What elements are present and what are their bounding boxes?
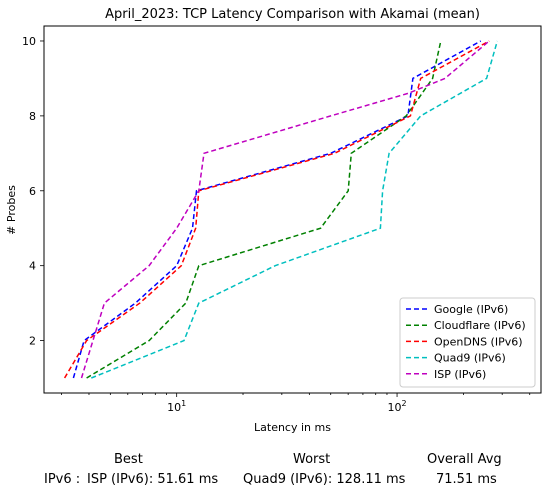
y-tick-label: 6: [29, 185, 36, 198]
y-tick-label: 10: [22, 35, 36, 48]
series-line-4: [80, 40, 490, 379]
plot-frame: [43, 25, 542, 394]
summary-best-value: ISP (IPv6): 51.61 ms: [87, 472, 219, 487]
legend-box: [399, 297, 536, 388]
legend-label-1: Cloudflare (IPv6): [434, 319, 526, 332]
summary-avg-header: Overall Avg: [427, 452, 502, 467]
series-layer: [63, 40, 499, 379]
series-line-3: [91, 40, 499, 379]
y-tick-label: 2: [29, 335, 36, 348]
summary-worst-header: Worst: [293, 452, 331, 467]
y-tick-label: 8: [29, 110, 36, 123]
x-tick-label: 101: [167, 399, 186, 414]
x-tick-label: 102: [388, 399, 407, 414]
summary-best-header: Best: [114, 452, 143, 467]
y-tick-label: 4: [29, 260, 36, 273]
legend-label-3: Quad9 (IPv6): [434, 352, 506, 365]
x-axis-label: Latency in ms: [254, 421, 331, 434]
summary-worst-value: Quad9 (IPv6): 128.11 ms: [243, 472, 406, 487]
latency-chart: April_2023: TCP Latency Comparison with …: [5, 7, 542, 434]
legend: Google (IPv6) Cloudflare (IPv6) OpenDNS (I…: [399, 297, 536, 388]
series-line-2: [63, 40, 490, 379]
y-ticks: 2 4 6 8 10: [22, 35, 44, 348]
legend-label-2: OpenDNS (IPv6): [434, 335, 523, 348]
legend-label-4: ISP (IPv6): [434, 368, 486, 381]
series-line-1: [86, 40, 442, 379]
legend-label-0: Google (IPv6): [434, 303, 508, 316]
series-line-0: [72, 40, 482, 379]
summary-avg-value: 71.51 ms: [436, 472, 497, 487]
summary-row-label: IPv6 :: [44, 472, 81, 487]
x-ticks: 101 102: [61, 393, 531, 414]
chart-title: April_2023: TCP Latency Comparison with …: [105, 7, 480, 22]
y-axis-label: # Probes: [5, 185, 18, 235]
